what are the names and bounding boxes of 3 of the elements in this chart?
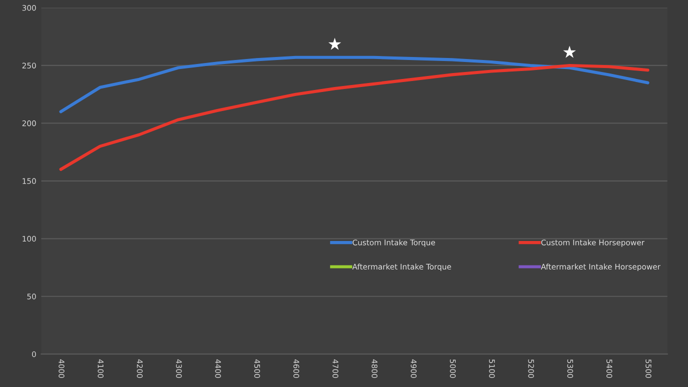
annotation: ★ (328, 38, 342, 50)
annotation: ★ (563, 46, 576, 58)
line-series (59, 64, 650, 171)
